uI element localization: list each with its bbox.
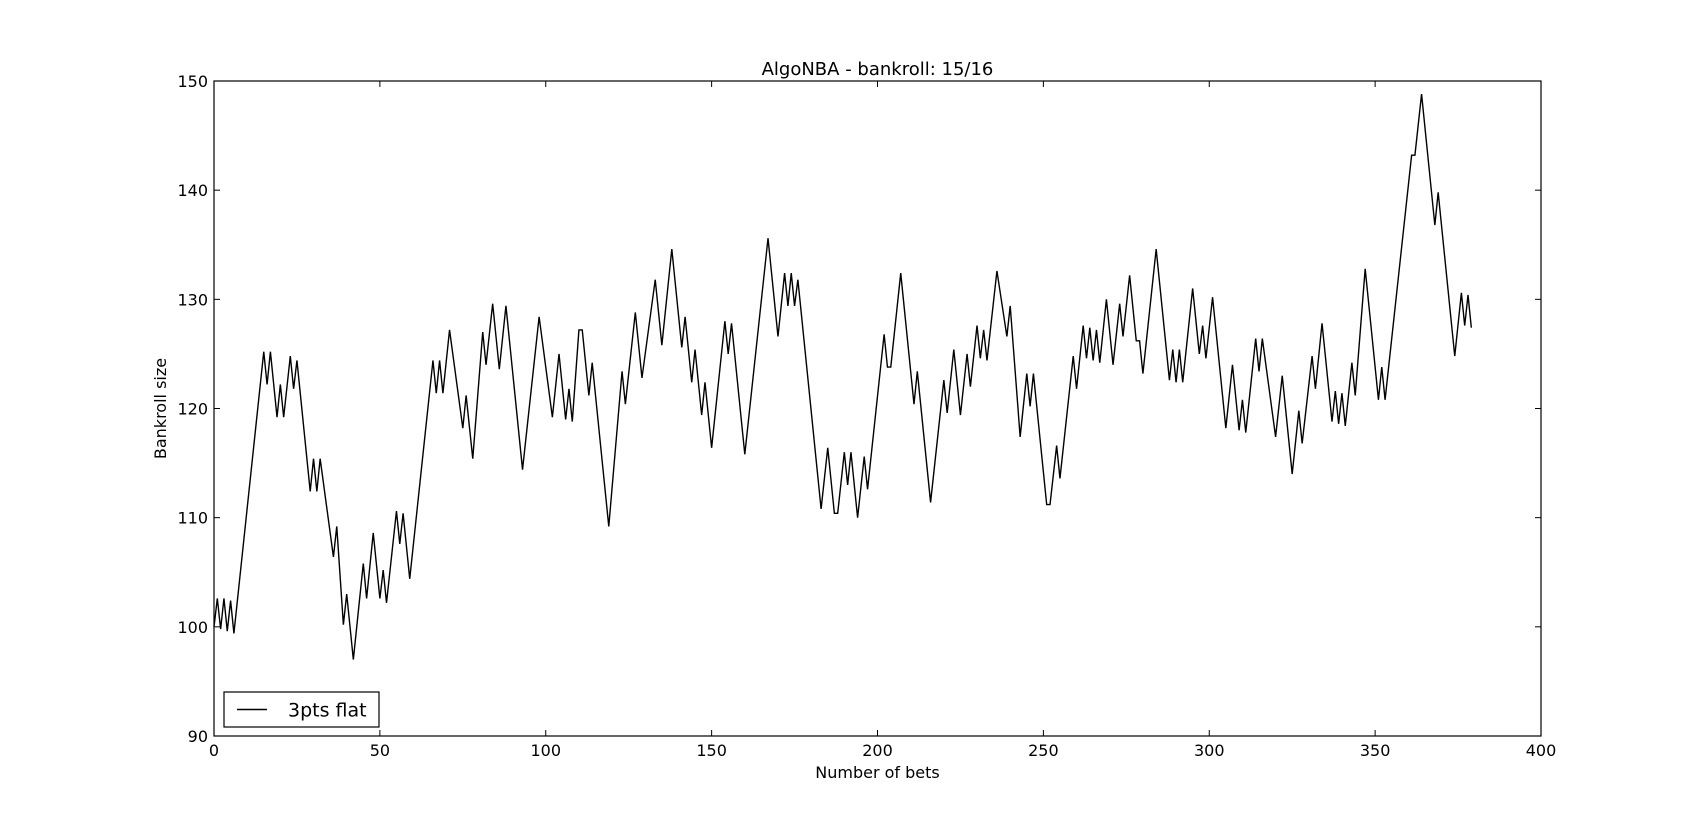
y-tick-label: 120 xyxy=(177,400,208,419)
x-tick-label: 400 xyxy=(1526,741,1557,760)
x-tick-label: 0 xyxy=(209,741,219,760)
x-tick-label: 100 xyxy=(530,741,561,760)
x-tick-label: 150 xyxy=(696,741,727,760)
x-tick-label: 200 xyxy=(862,741,893,760)
x-axis-ticks xyxy=(213,81,1542,736)
legend-label: 3pts flat xyxy=(288,700,367,722)
y-axis-label: Bankroll size xyxy=(151,358,170,459)
x-tick-label: 50 xyxy=(370,741,390,760)
y-tick-label: 100 xyxy=(177,618,208,637)
legend: 3pts flat xyxy=(223,691,380,728)
chart-title: AlgoNBA - bankroll: 15/16 xyxy=(762,59,994,80)
y-axis-ticks xyxy=(214,80,1541,737)
y-tick-label: 140 xyxy=(177,181,208,200)
series-layer xyxy=(213,94,1473,660)
x-axis-tick-labels: 0 50 100 150 200 250 300 350 400 xyxy=(209,741,1556,760)
plot-area xyxy=(213,80,1542,737)
y-tick-label: 90 xyxy=(188,727,208,746)
y-axis-tick-labels: 90 100 110 120 130 140 150 xyxy=(177,72,208,746)
series-line-3pts-flat xyxy=(213,94,1473,660)
y-tick-label: 150 xyxy=(177,72,208,91)
y-tick-label: 110 xyxy=(177,509,208,528)
x-tick-label: 350 xyxy=(1360,741,1391,760)
y-tick-label: 130 xyxy=(177,290,208,309)
x-tick-label: 300 xyxy=(1194,741,1225,760)
x-tick-label: 250 xyxy=(1028,741,1059,760)
x-axis-label: Number of bets xyxy=(815,763,939,782)
